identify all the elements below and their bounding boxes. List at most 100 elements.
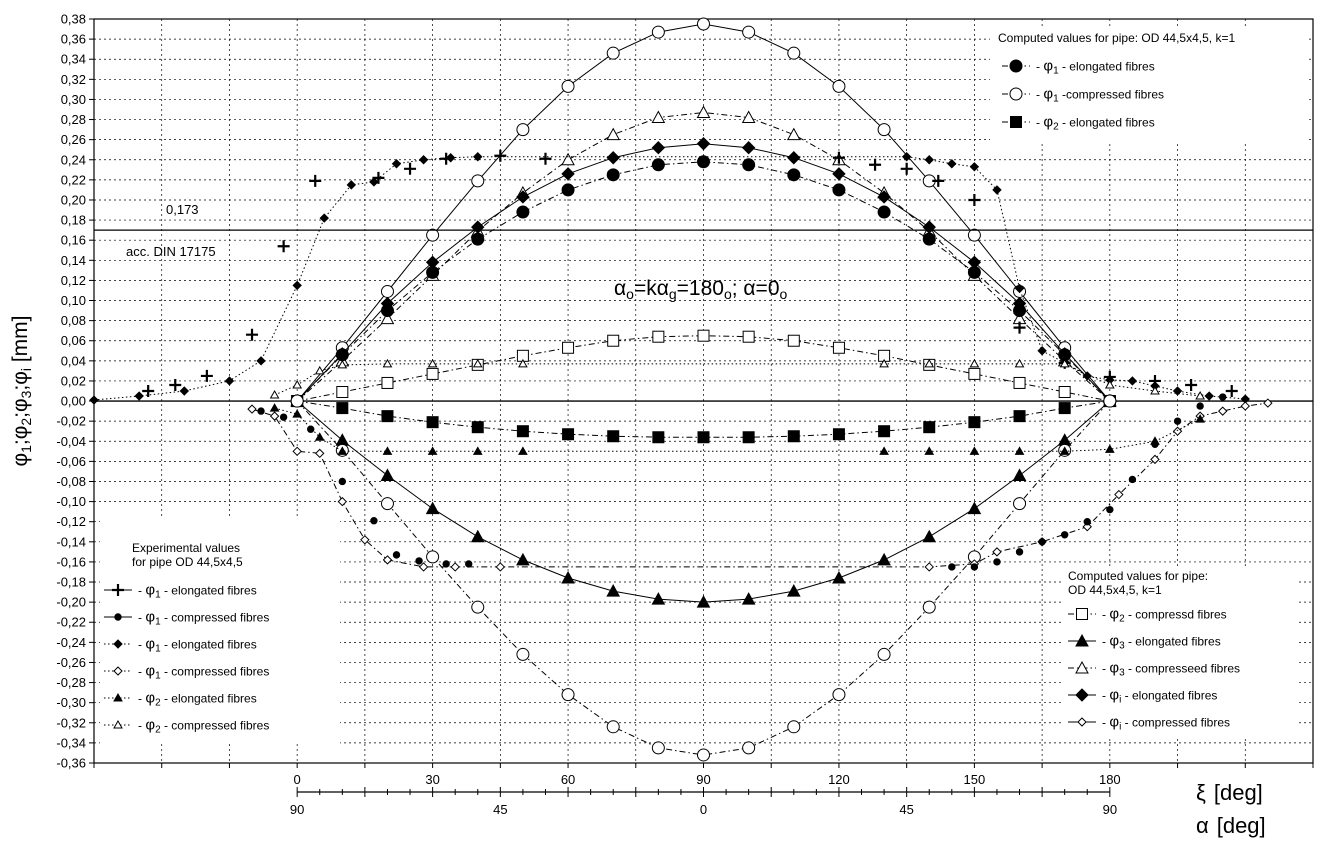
y-axis-label-part: i [18,368,34,371]
data-point-open-circle [697,748,710,762]
legend-text: - compressd fibres [1125,608,1227,622]
data-point-small-open-triangle [427,358,438,368]
legend-label: - φ2 - compressd fibres [1102,606,1227,625]
data-point-filled-triangle [606,584,621,597]
data-point-filled-diamond [696,136,711,151]
legend-dash: - [1102,689,1109,703]
legend-right-title: OD 44,5x4,5, k=1 [1068,583,1162,597]
legend-item-4: - φ2 - elongated fibres [104,690,257,709]
data-point-plus [539,152,552,165]
data-point-small-open-triangle [472,358,483,368]
legend-item-2: - φ1 - elongated fibres [104,636,257,654]
series-line [93,156,1246,401]
data-point-open-circle [877,123,891,137]
data-point-filled-square [968,416,981,429]
legend-right: Computed values for pipe:OD 44,5x4,5, k=… [1062,566,1298,736]
y-tick-label: 0,18 [61,213,86,228]
legend-dash: - [1036,88,1043,102]
data-point-small-filled-diamond [391,159,402,169]
data-point-small-filled-diamond [134,391,144,401]
data-point-small-filled-diamond [445,153,456,163]
data-point-filled-circle [922,232,936,246]
legend-text: - elongated fibres [161,584,257,598]
y-tick-label: 0,20 [61,192,86,207]
data-point-plus [142,385,155,397]
data-point-small-open-diamond [113,666,123,676]
y-tick-label: 0,14 [61,253,86,268]
data-point-filled-square [652,431,665,444]
legend-dash: - [1036,60,1043,74]
data-point-small-filled-triangle [269,403,280,412]
data-point-open-circle [742,741,756,755]
data-point-filled-circle [787,168,801,182]
data-point-small-filled-diamond [473,152,483,162]
data-point-filled-diamond [606,151,620,165]
data-point-small-filled-circle [442,560,450,568]
y-tick-label: 0,04 [61,353,86,368]
data-point-small-filled-circle [415,557,423,565]
data-point-small-open-triangle [1059,358,1070,368]
data-point-plus [112,584,124,596]
angle-annotation-part: ; α=0 [732,277,780,300]
data-point-small-filled-triangle [924,446,935,455]
legend-label: - φ1 -compressed fibres [1036,86,1164,105]
y-tick-label: -0,02 [56,414,86,429]
data-point-small-open-triangle [924,358,935,368]
alpha-tick-label: 90 [1103,802,1117,817]
data-point-filled-diamond [1075,688,1089,702]
legend-label: - φ2 - elongated fibres [1036,114,1155,133]
data-point-small-filled-diamond [418,155,429,165]
data-point-filled-diamond [877,190,891,204]
legend-label: - φ2 - elongated fibres [138,690,257,709]
data-point-open-circle [426,228,440,242]
data-point-plus [968,193,981,206]
data-point-filled-circle [380,304,394,318]
data-point-open-triangle [1075,660,1089,674]
series-8 [142,149,1238,397]
legend-text: - elongated fibres [1059,116,1155,130]
data-point-filled-diamond [561,167,575,181]
series-line [251,402,1268,568]
series-3 [290,155,1117,408]
data-point-open-circle [1103,394,1117,408]
legend-item-5: - φ2 - compressed fibres [104,717,269,735]
data-point-filled-square [697,431,710,444]
data-point-small-open-diamond [418,562,429,572]
data-point-open-square [1058,386,1071,399]
data-point-small-open-triangle [337,359,348,369]
series-line [274,407,1201,452]
xi-tick-label: 150 [964,772,986,787]
data-point-plus [494,149,507,162]
data-point-open-circle [697,17,710,31]
legend-item-2: - φ2 - elongated fibres [1002,114,1155,133]
data-point-filled-circle [516,205,530,219]
data-point-small-filled-diamond [1037,346,1047,356]
data-point-open-circle [787,46,801,60]
data-point-small-filled-circle [257,407,265,415]
data-point-open-circle [606,720,620,734]
data-point-small-open-diamond [495,562,506,572]
y-axis-label-part: 1 [18,445,34,453]
data-point-small-open-diamond [1077,717,1087,727]
angle-annotation-part: o [724,286,732,302]
y-tick-label: -0,34 [56,735,86,750]
legend-subscript: i [1119,721,1121,732]
data-point-small-filled-diamond [369,177,379,187]
data-point-filled-square [381,410,394,423]
legend-symbol: φ [1109,714,1119,731]
legend-subscript: 1 [1053,93,1059,104]
legend-subscript: 1 [1053,65,1059,76]
data-point-small-open-diamond [1150,454,1160,465]
data-point-plus [932,174,945,187]
y-tick-label: 0,24 [61,152,86,167]
series-13 [269,358,1205,400]
legend-dash: - [138,719,145,733]
legend-item-0: - φ1 - elongated fibres [1002,58,1155,76]
xi-tick-label: 30 [425,772,439,787]
legend-text: - elongated fibres [1121,689,1217,703]
legend-subscript: 1 [155,670,161,681]
data-point-small-filled-triangle [292,409,303,418]
y-tick-label: -0,36 [56,756,86,771]
xi-axis-symbol: ξ [1196,780,1206,805]
